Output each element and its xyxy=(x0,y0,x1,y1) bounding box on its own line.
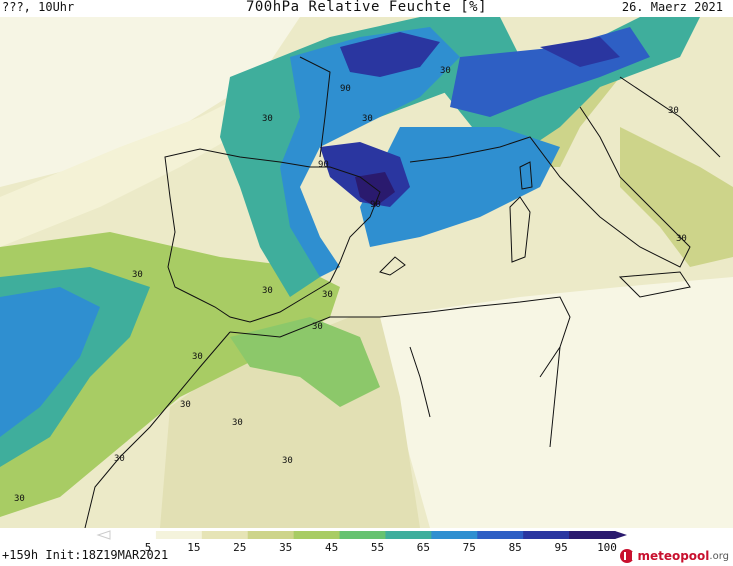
colorbar-tick-label: 100 xyxy=(597,541,617,554)
humidity-map: 90 90 90 30 30 30 30 30 30 30 30 30 30 3… xyxy=(0,17,733,528)
colorbar-swatch xyxy=(247,531,295,539)
contour-label: 90 xyxy=(318,160,329,170)
colorbar-swatch xyxy=(110,531,157,539)
iberia-coast xyxy=(164,148,381,323)
colorbar-swatch xyxy=(569,531,616,539)
location-label: ???, 10Uhr xyxy=(2,0,75,14)
algeria-border xyxy=(409,346,431,418)
sardinia-outline xyxy=(509,196,531,263)
map-title: 700hPa Relative Feuchte [%] xyxy=(245,0,488,15)
north-africa-coast xyxy=(229,296,571,378)
contour-label: 30 xyxy=(322,290,333,300)
colorbar-tick-label: 55 xyxy=(371,541,384,554)
map-header: ???, 10Uhr 700hPa Relative Feuchte [%] 2… xyxy=(0,0,733,18)
contour-labels: 90 90 90 30 30 30 30 30 30 30 30 30 30 3… xyxy=(14,66,687,504)
colorbar-tick-label: 75 xyxy=(463,541,476,554)
moist-zone-morocco xyxy=(230,317,380,407)
contour-label: 30 xyxy=(262,114,273,124)
colorbar-swatch xyxy=(155,531,203,539)
colorbar-ticks: 5 15 25 35 45 55 65 75 85 95 100 xyxy=(145,541,617,554)
colorbar-tick-label: 45 xyxy=(325,541,338,554)
contour-label: 30 xyxy=(676,234,687,244)
colorbar-tick-label: 15 xyxy=(187,541,200,554)
moist-zone-italy xyxy=(620,127,733,267)
contour-label: 30 xyxy=(668,106,679,116)
contour-label: 90 xyxy=(340,84,351,94)
colorbar-tick-label: 85 xyxy=(509,541,522,554)
contour-label: 30 xyxy=(114,454,125,464)
contour-label: 30 xyxy=(440,66,451,76)
wet-zone-mediterranean xyxy=(360,127,560,247)
colorbar-tick-label: 95 xyxy=(554,541,567,554)
contour-label: 30 xyxy=(312,322,323,332)
france-italy-coast xyxy=(409,106,691,268)
very-wet-core-north xyxy=(340,32,440,77)
corsica-outline xyxy=(519,161,533,190)
colorbar-swatch xyxy=(293,531,341,539)
contour-label: 90 xyxy=(370,200,381,210)
contour-label: 30 xyxy=(132,270,143,280)
colorbar-swatch xyxy=(339,531,386,539)
contour-label: 30 xyxy=(232,418,243,428)
colorbar-min-arrow xyxy=(96,530,111,540)
coastlines xyxy=(84,56,721,528)
humidity-colorbar: 5 15 25 35 45 55 65 75 85 95 100 xyxy=(96,530,627,554)
colorbar-swatch xyxy=(385,531,432,539)
run-info: +159h Init:18Z19MAR2021 xyxy=(2,548,169,562)
colorbar-swatches xyxy=(96,530,627,540)
colorbar-tick-label: 35 xyxy=(279,541,292,554)
meteopool-logo[interactable]: meteopool .org xyxy=(620,547,729,565)
logo-text-main: meteopool xyxy=(637,549,710,563)
dry-area-africa xyxy=(380,277,733,528)
very-wet-core-east xyxy=(540,37,620,67)
contour-label: 30 xyxy=(262,286,273,296)
colorbar-tick-label: 65 xyxy=(417,541,430,554)
colorbar-swatch xyxy=(523,531,570,539)
balearic-islands xyxy=(379,256,406,276)
date-label: 26. Maerz 2021 xyxy=(621,0,723,14)
adriatic-coast xyxy=(619,76,721,158)
dry-band-northwest xyxy=(0,17,300,187)
colorbar-swatch xyxy=(477,531,524,539)
colorbar-tick-label: 25 xyxy=(233,541,246,554)
colorbar-max-arrow xyxy=(615,531,627,539)
colorbar-swatch xyxy=(431,531,478,539)
sicily-outline xyxy=(618,271,691,298)
colorbar-tick-label: 5 xyxy=(145,541,152,554)
tunisia-border xyxy=(549,346,561,448)
contour-label: 30 xyxy=(282,456,293,466)
contour-label: 30 xyxy=(362,114,373,124)
colorbar-swatch xyxy=(201,531,249,539)
contour-label: 30 xyxy=(180,400,191,410)
logo-text-suffix: .org xyxy=(709,550,729,562)
wet-band-spain xyxy=(280,27,460,277)
meteopool-logo-icon xyxy=(620,549,635,563)
contour-label: 30 xyxy=(192,352,203,362)
morocco-atlantic-coast xyxy=(84,331,231,528)
wet-zone-atlantic xyxy=(0,287,100,437)
contour-label: 30 xyxy=(14,494,25,504)
france-atlantic-coast xyxy=(299,56,331,158)
